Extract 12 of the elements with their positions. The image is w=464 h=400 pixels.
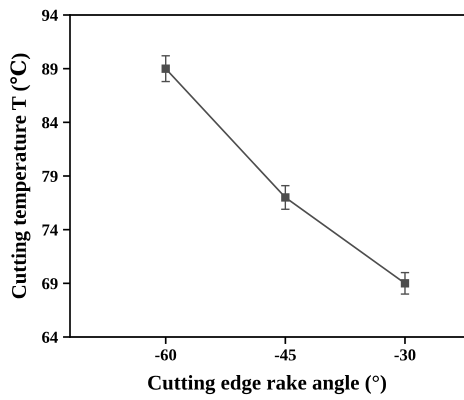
y-tick-label: 69 [42, 278, 58, 290]
x-axis-title: Cutting edge rake angle (°) [148, 375, 386, 394]
x-tick-label: -45 [274, 349, 296, 361]
y-axis-title: Cutting temperature T (℃) [10, 54, 30, 298]
y-tick-label: 74 [42, 224, 58, 236]
y-tick-label: 64 [42, 332, 58, 343]
x-tick-label: -30 [394, 349, 416, 361]
y-tick-label: 84 [42, 117, 58, 128]
y-tick-label: 79 [42, 170, 58, 182]
x-tick-label: -60 [155, 349, 176, 361]
y-tick-label: 94 [42, 10, 58, 21]
y-tick-label: 89 [42, 63, 58, 75]
